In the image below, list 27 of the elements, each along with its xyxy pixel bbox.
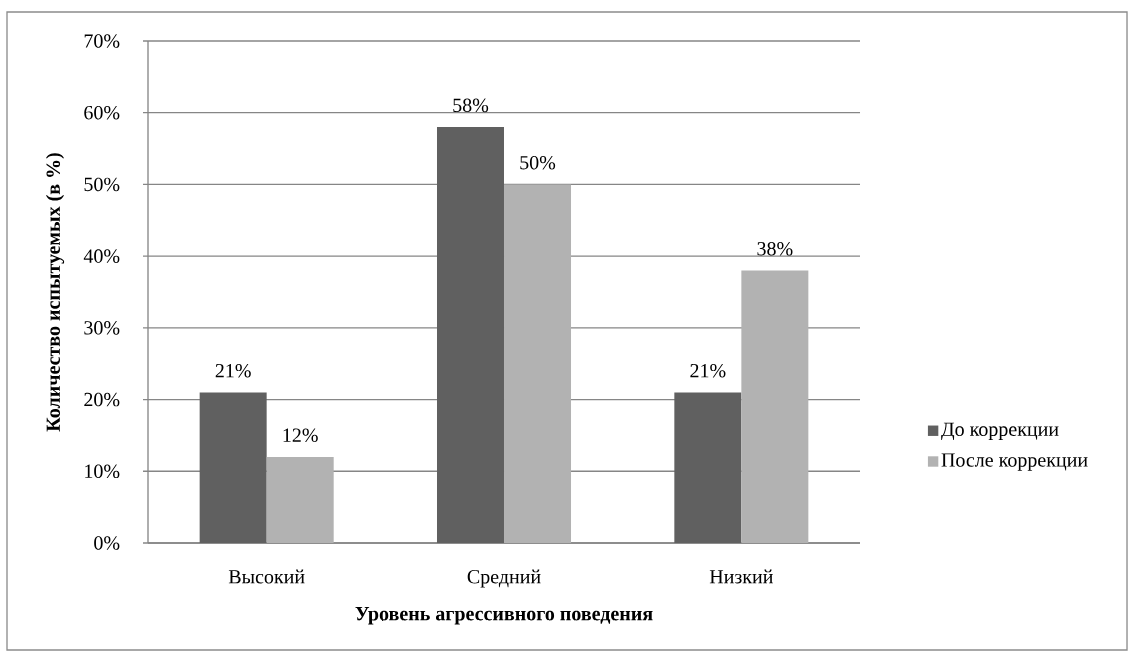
data-label: 12% [283, 428, 318, 443]
x-tick-label: Низкий [709, 569, 773, 584]
bar [504, 184, 572, 543]
y-tick-label: 10% [85, 464, 120, 479]
bar [199, 392, 267, 543]
y-tick-label: 30% [84, 321, 120, 335]
data-label: 21% [690, 363, 726, 378]
y-tick-label: 60% [84, 105, 120, 120]
x-tick-label: Средний [467, 569, 541, 588]
y-tick-label: 0% [94, 536, 120, 550]
y-tick-label: 40% [83, 249, 120, 263]
data-label: 58% [453, 98, 489, 113]
data-label: 21% [215, 363, 251, 378]
y-tick-label: 70% [84, 34, 120, 48]
bar [741, 270, 809, 543]
y-tick-label: 20% [84, 392, 120, 407]
data-label: 38% [757, 241, 793, 256]
bar [266, 456, 334, 543]
bar [436, 127, 504, 543]
legend-label: После коррекции [941, 453, 1088, 471]
x-tick-label: Высокий [228, 569, 305, 584]
bar [674, 392, 742, 543]
y-axis-title: Количество испытуемых (в %) [45, 153, 65, 432]
y-tick-label: 50% [84, 177, 120, 192]
legend-label: До коррекции [941, 422, 1059, 441]
x-axis-title: Уровень агрессивного поведения [355, 607, 653, 625]
data-label: 50% [520, 155, 556, 170]
